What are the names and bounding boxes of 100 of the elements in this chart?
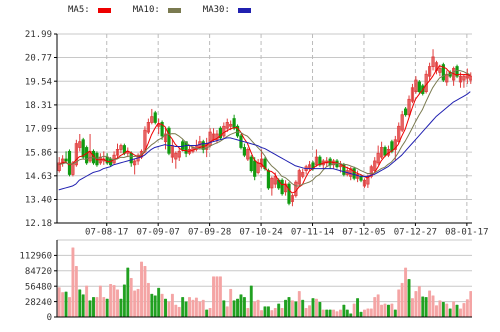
bar bbox=[438, 300, 442, 317]
bar bbox=[270, 310, 274, 317]
candlestick bbox=[116, 143, 120, 160]
candlestick bbox=[298, 168, 301, 187]
bar bbox=[250, 286, 253, 317]
bar bbox=[130, 278, 133, 317]
bar bbox=[421, 296, 424, 317]
candlestick bbox=[362, 178, 366, 188]
bar bbox=[328, 310, 332, 317]
candlestick bbox=[154, 110, 157, 125]
bar bbox=[448, 308, 452, 317]
candlestick bbox=[424, 70, 428, 94]
y-tick-label: 19.54 bbox=[24, 77, 52, 88]
y-tick-label: 14.63 bbox=[24, 172, 52, 182]
x-tick-label: 07-09-07 bbox=[136, 227, 180, 238]
bar bbox=[112, 285, 116, 317]
bar bbox=[164, 298, 167, 317]
y-tick-label: 112960 bbox=[19, 252, 52, 262]
bar bbox=[160, 294, 164, 317]
candlestick bbox=[414, 76, 418, 94]
candlestick bbox=[373, 156, 376, 174]
bar bbox=[322, 310, 325, 317]
bar bbox=[314, 298, 318, 317]
candlestick bbox=[266, 168, 270, 190]
bar bbox=[387, 304, 390, 317]
candlestick bbox=[222, 122, 226, 138]
bar bbox=[242, 297, 246, 317]
bar bbox=[216, 276, 218, 317]
bar bbox=[253, 301, 256, 317]
bar bbox=[232, 300, 236, 317]
bar bbox=[284, 300, 288, 317]
bar bbox=[202, 300, 205, 317]
bar bbox=[274, 308, 277, 317]
bar bbox=[88, 300, 92, 317]
legend-label: MA5: bbox=[68, 5, 90, 15]
y-tick-label: 18.31 bbox=[24, 101, 52, 112]
x-tick-label: 08-01-17 bbox=[445, 227, 489, 238]
candlestick bbox=[418, 80, 421, 94]
y-tick-label: 28240 bbox=[24, 298, 52, 308]
bar bbox=[240, 294, 242, 317]
bar bbox=[218, 276, 222, 317]
bar bbox=[280, 308, 284, 317]
x-tick-label: 07-11-14 bbox=[290, 227, 334, 238]
x-tick-label: 07-08-17 bbox=[85, 227, 128, 238]
bar bbox=[222, 300, 226, 317]
bar bbox=[456, 304, 458, 317]
y-tick-label: 0 bbox=[46, 313, 52, 324]
bar bbox=[71, 247, 74, 317]
bar bbox=[194, 298, 198, 317]
y-tick-label: 12.18 bbox=[24, 219, 52, 230]
y-tick-label: 15.86 bbox=[24, 148, 52, 158]
candlestick bbox=[246, 146, 250, 162]
bar bbox=[445, 304, 448, 317]
candlestick bbox=[178, 146, 181, 162]
bar bbox=[264, 306, 266, 317]
candlestick bbox=[394, 135, 397, 162]
bar bbox=[442, 302, 445, 317]
bar bbox=[150, 294, 154, 317]
bar bbox=[181, 297, 184, 317]
bar bbox=[98, 286, 102, 317]
candlestick bbox=[301, 168, 304, 179]
bar bbox=[294, 301, 298, 317]
bar bbox=[157, 288, 160, 317]
bar bbox=[301, 300, 304, 317]
bar bbox=[366, 308, 370, 317]
bar bbox=[304, 308, 308, 317]
candlestick bbox=[253, 156, 256, 181]
y-tick-label: 17.09 bbox=[24, 124, 52, 135]
candlestick bbox=[58, 156, 61, 174]
bar bbox=[376, 294, 380, 317]
bar bbox=[452, 301, 456, 317]
bar bbox=[192, 300, 194, 317]
bar bbox=[212, 276, 215, 317]
candlestick bbox=[428, 62, 432, 81]
candlestick bbox=[469, 72, 472, 84]
bar bbox=[342, 304, 346, 317]
line-series bbox=[58, 91, 471, 190]
bar bbox=[336, 311, 338, 317]
bar bbox=[92, 297, 95, 317]
bar bbox=[338, 310, 342, 317]
bar bbox=[178, 306, 181, 317]
bar bbox=[106, 298, 109, 317]
bar bbox=[78, 289, 82, 317]
bar bbox=[352, 304, 356, 317]
bar bbox=[184, 301, 188, 317]
y-tick-label: 13.40 bbox=[24, 196, 52, 206]
bar bbox=[363, 310, 366, 317]
bar bbox=[390, 304, 394, 317]
candlestick bbox=[150, 108, 154, 125]
candlestick bbox=[119, 143, 123, 154]
candlestick bbox=[376, 145, 380, 166]
bar bbox=[418, 286, 421, 317]
bar bbox=[256, 300, 260, 317]
bar bbox=[298, 291, 301, 317]
bar bbox=[170, 294, 174, 317]
candlestick bbox=[226, 118, 229, 133]
y-tick-label: 84720 bbox=[24, 266, 52, 277]
candlestick bbox=[146, 118, 150, 134]
bar bbox=[277, 304, 280, 317]
bar bbox=[312, 298, 314, 317]
